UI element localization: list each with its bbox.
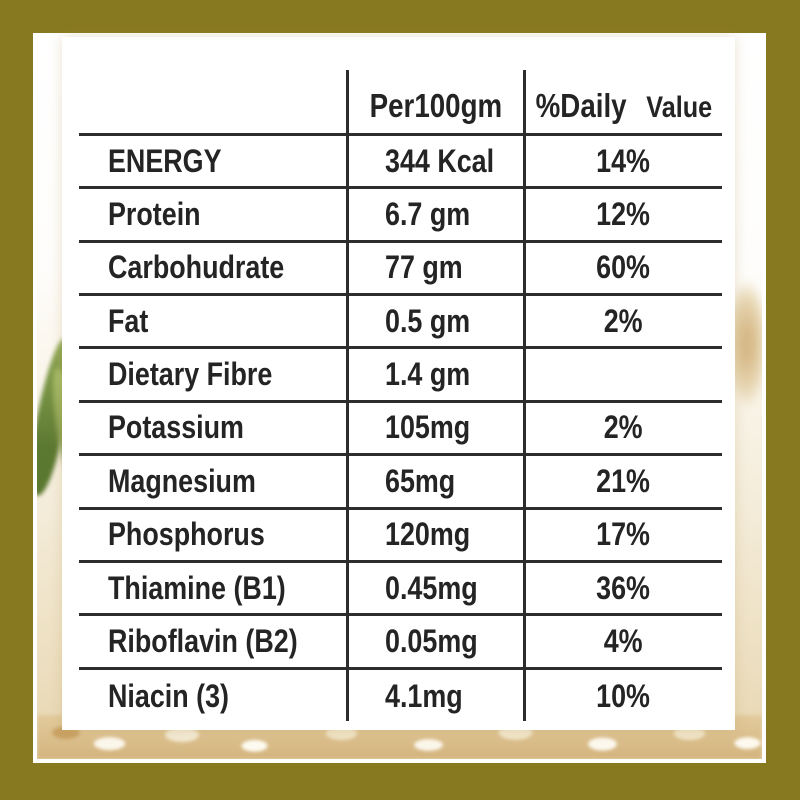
value-per100gm: 105mg bbox=[385, 409, 471, 446]
table-row: Thiamine (B1) 0.45mg 36% bbox=[79, 563, 722, 617]
table-row: Potassium 105mg 2% bbox=[79, 403, 722, 457]
row-label: Phosphorus bbox=[108, 516, 265, 553]
row-label: Magnesium bbox=[108, 462, 256, 499]
value-daily: 2% bbox=[603, 302, 643, 339]
value-daily bbox=[524, 366, 722, 384]
table-row: Protein 6.7 gm 12% bbox=[79, 189, 722, 243]
value-daily: 36% bbox=[596, 569, 650, 606]
value-per100gm: 0.5 gm bbox=[385, 302, 471, 339]
row-label: Thiamine (B1) bbox=[108, 569, 286, 606]
value-daily: 21% bbox=[596, 462, 650, 499]
value-daily: 4% bbox=[603, 622, 643, 659]
value-per100gm: 0.45mg bbox=[385, 569, 478, 606]
column-header-daily-value: %Daily Value bbox=[535, 87, 713, 124]
value-per100gm: 344 Kcal bbox=[385, 142, 495, 179]
value-per100gm: 6.7 gm bbox=[385, 196, 471, 233]
header-row: Per100gm %Daily Value bbox=[79, 70, 722, 136]
value-daily: 17% bbox=[596, 516, 650, 553]
value-daily: 10% bbox=[596, 677, 650, 714]
row-label: Carbohudrate bbox=[108, 249, 285, 286]
value-per100gm: 65mg bbox=[385, 462, 456, 499]
table-row: Magnesium 65mg 21% bbox=[79, 456, 722, 510]
row-label: Fat bbox=[108, 302, 149, 339]
table-row: Fat 0.5 gm 2% bbox=[79, 296, 722, 350]
value-daily: 60% bbox=[596, 249, 650, 286]
column-divider-2 bbox=[523, 70, 526, 721]
value-per100gm: 1.4 gm bbox=[385, 356, 471, 393]
row-label: ENERGY bbox=[108, 142, 222, 179]
column-divider-1 bbox=[346, 70, 349, 721]
row-label: Protein bbox=[108, 196, 201, 233]
value-per100gm: 4.1mg bbox=[385, 677, 463, 714]
row-label: Niacin (3) bbox=[108, 677, 229, 714]
table-row: Dietary Fibre 1.4 gm bbox=[79, 349, 722, 403]
column-header-per100gm: Per100gm bbox=[369, 87, 502, 124]
value-daily: 12% bbox=[596, 196, 650, 233]
table-row: Niacin (3) 4.1mg 10% bbox=[79, 670, 722, 723]
table-row: Phosphorus 120mg 17% bbox=[79, 510, 722, 563]
nutrition-table: Per100gm %Daily Value ENERGY 344 Kcal 14%… bbox=[79, 70, 722, 723]
table-row: Riboflavin (B2) 0.05mg 4% bbox=[79, 616, 722, 670]
value-per100gm: 0.05mg bbox=[385, 622, 478, 659]
value-daily: 14% bbox=[596, 142, 650, 179]
value-per100gm: 77 gm bbox=[385, 249, 463, 286]
row-label: Riboflavin (B2) bbox=[108, 622, 298, 659]
table-row: ENERGY 344 Kcal 14% bbox=[79, 136, 722, 190]
value-per100gm: 120mg bbox=[385, 516, 471, 553]
row-label: Potassium bbox=[108, 409, 244, 446]
row-label: Dietary Fibre bbox=[108, 356, 273, 393]
table-row: Carbohudrate 77 gm 60% bbox=[79, 243, 722, 297]
value-daily: 2% bbox=[603, 409, 643, 446]
